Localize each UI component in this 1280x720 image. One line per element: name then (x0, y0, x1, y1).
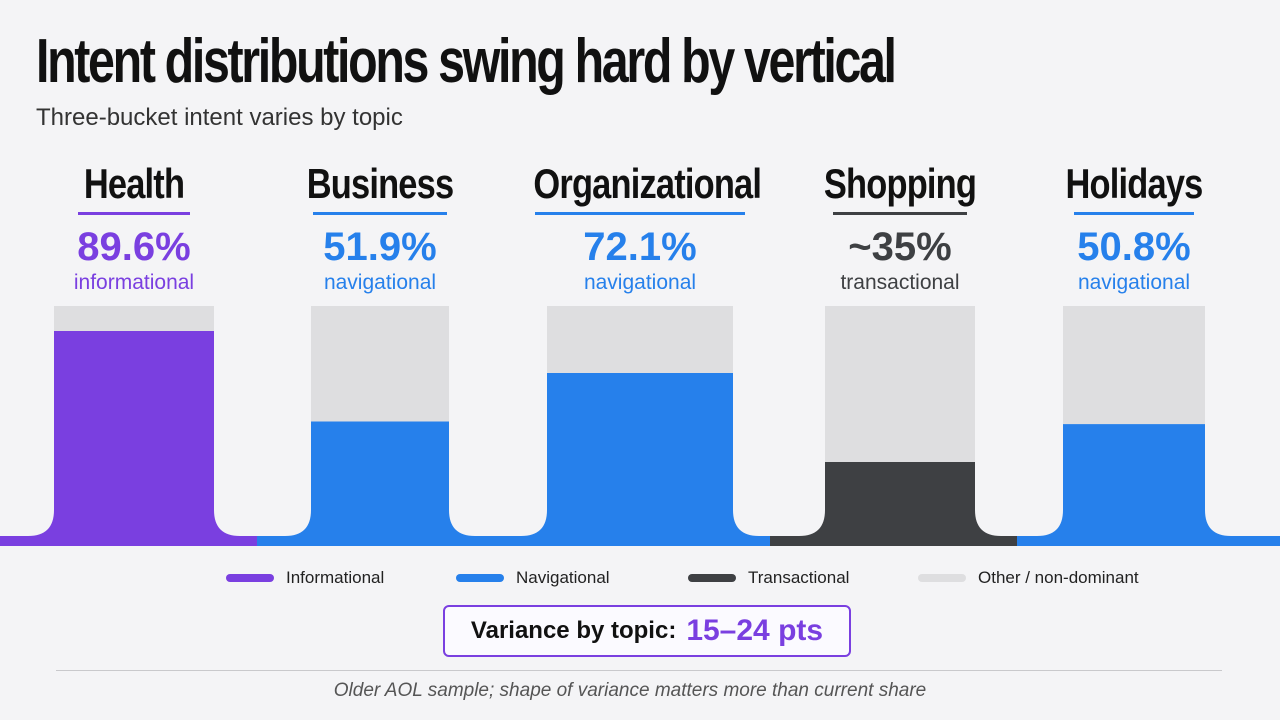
category-underline (1074, 212, 1194, 215)
intent-label: navigational (323, 271, 437, 294)
legend-item-other: Other / non-dominant (918, 568, 1139, 588)
category-underline (78, 212, 190, 215)
bar-organizational (521, 372, 759, 536)
legend-item-transactional: Transactional (688, 568, 849, 588)
legend-swatch (688, 574, 736, 582)
floor-holidays (1017, 536, 1280, 546)
bar-health (28, 330, 240, 536)
category-header: Business 51.9% navigational (250, 156, 510, 295)
legend-swatch (226, 574, 274, 582)
variance-callout: Variance by topic: 15–24 pts (443, 605, 851, 657)
category-underline (833, 212, 967, 215)
intent-label: informational (73, 271, 195, 294)
data-label: 89.6% (77, 225, 191, 269)
category-label: Business (306, 160, 454, 207)
footnote: Older AOL sample; shape of variance matt… (333, 680, 927, 701)
category-label: Holidays (1065, 160, 1204, 207)
bar-shopping (799, 462, 1001, 536)
category-header: Health 89.6% informational (4, 156, 264, 295)
callout-value: 15–24 pts (686, 614, 824, 647)
category-header: Holidays 50.8% navigational (1004, 156, 1264, 295)
data-label: 72.1% (583, 225, 697, 269)
category-header: Organizational 72.1% navigational (510, 156, 770, 295)
bar-holidays (1037, 424, 1231, 536)
legend-label: Transactional (748, 568, 850, 587)
legend-label: Informational (286, 568, 385, 587)
category-label: Shopping (823, 160, 977, 207)
category-label: Health (83, 160, 185, 207)
data-label: 51.9% (323, 225, 437, 269)
legend-item-informational: Informational (226, 568, 384, 588)
chart-title: Intent distributions swing hard by verti… (36, 27, 897, 96)
floor-business (257, 536, 510, 546)
legend-swatch (918, 574, 966, 582)
callout-label: Variance by topic: (470, 617, 677, 644)
floor-shopping (770, 536, 1017, 546)
intent-label: navigational (583, 271, 697, 294)
legend-swatch (456, 574, 504, 582)
intent-bar-chart (0, 306, 1280, 546)
floor-organizational (510, 536, 770, 546)
category-label: Organizational (533, 160, 762, 207)
divider (56, 670, 1222, 671)
intent-label: navigational (1077, 271, 1191, 294)
category-underline (313, 212, 447, 215)
legend-label: Navigational (516, 568, 610, 587)
legend-label: Other / non-dominant (978, 568, 1139, 587)
chart-subtitle: Three-bucket intent varies by topic (36, 104, 403, 131)
category-underline (535, 212, 745, 215)
category-header: Shopping ~35% transactional (770, 156, 1030, 295)
floor-health (0, 536, 257, 546)
intent-label: transactional (840, 271, 960, 294)
data-label: ~35% (848, 225, 952, 269)
legend: Informational Navigational Transactional Ot… (0, 568, 1280, 592)
bar-business (285, 421, 475, 536)
data-label: 50.8% (1077, 225, 1191, 269)
legend-item-navigational: Navigational (456, 568, 610, 588)
